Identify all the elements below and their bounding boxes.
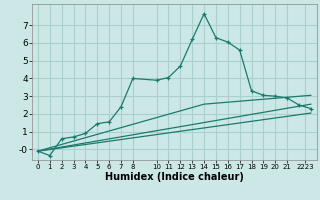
X-axis label: Humidex (Indice chaleur): Humidex (Indice chaleur) <box>105 172 244 182</box>
